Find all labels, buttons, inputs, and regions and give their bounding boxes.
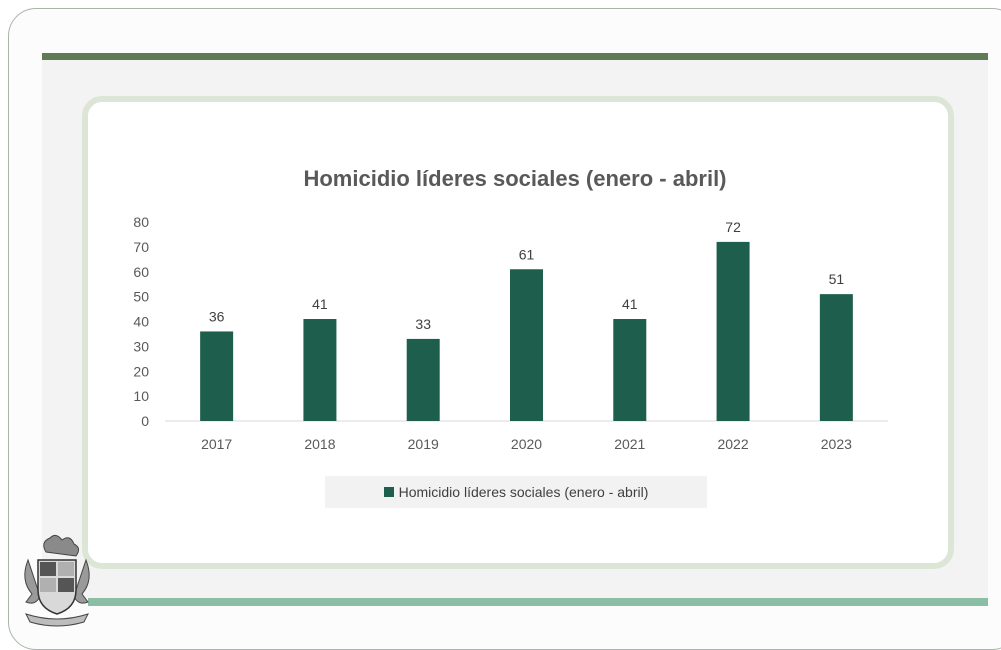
y-tick-label: 80 <box>133 214 149 230</box>
bar-chart: 0 10 20 30 40 50 60 70 80 36 2017 41 2018 33 2019 61 202… <box>133 214 888 452</box>
data-label: 36 <box>209 308 225 324</box>
bar <box>613 319 647 421</box>
x-tick-label: 2021 <box>614 436 645 452</box>
y-tick-label: 40 <box>133 314 149 330</box>
top-accent-bar <box>42 53 988 60</box>
bar <box>510 269 543 421</box>
coat-of-arms-logo <box>24 534 90 627</box>
bar <box>716 241 750 421</box>
bar <box>303 319 337 421</box>
y-tick-label: 10 <box>133 388 149 404</box>
x-tick-label: 2019 <box>408 436 439 452</box>
chart-title: Homicidio líderes sociales (enero - abri… <box>303 166 727 191</box>
bar <box>200 331 234 421</box>
x-tick-label: 2023 <box>821 436 852 452</box>
data-label: 41 <box>312 296 328 312</box>
y-tick-label: 60 <box>133 264 149 280</box>
bar <box>819 294 853 421</box>
y-tick-label: 20 <box>133 363 149 379</box>
x-tick-label: 2017 <box>201 436 232 452</box>
data-label: 72 <box>725 219 741 235</box>
x-tick-label: 2020 <box>511 436 542 452</box>
x-tick-label: 2022 <box>717 436 748 452</box>
x-tick-label: 2018 <box>304 436 335 452</box>
data-label: 51 <box>829 271 845 287</box>
data-label: 33 <box>415 316 431 332</box>
y-tick-label: 30 <box>133 338 149 354</box>
legend-label: Homicidio líderes sociales (enero - abri… <box>398 484 649 500</box>
data-label: 41 <box>622 296 638 312</box>
data-label: 61 <box>519 246 535 262</box>
bar <box>406 338 440 421</box>
y-tick-label: 0 <box>141 413 149 429</box>
y-tick-label: 50 <box>133 289 149 305</box>
chart-legend: Homicidio líderes sociales (enero - abri… <box>325 476 707 508</box>
legend-swatch <box>383 487 394 497</box>
bottom-accent-bar <box>88 598 988 606</box>
y-tick-label: 70 <box>133 239 149 255</box>
